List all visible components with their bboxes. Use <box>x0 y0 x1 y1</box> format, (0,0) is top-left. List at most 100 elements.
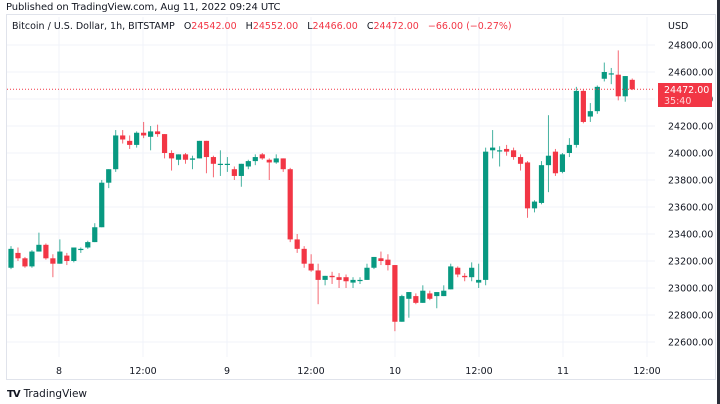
candle-up[interactable] <box>531 201 538 209</box>
candle-up[interactable] <box>476 279 482 283</box>
candle-down[interactable] <box>154 131 161 135</box>
candle-up[interactable] <box>399 296 405 322</box>
candle-down[interactable] <box>120 135 126 140</box>
candle-up[interactable] <box>559 154 566 172</box>
candle-up[interactable] <box>8 248 14 268</box>
candle-up[interactable] <box>573 90 579 145</box>
bar-countdown: 35:40 <box>664 96 692 108</box>
candle-up[interactable] <box>148 131 154 137</box>
candle-down[interactable] <box>615 74 621 97</box>
candle-up[interactable] <box>189 158 196 160</box>
candle-down[interactable] <box>343 277 349 282</box>
time-axis-label: 12:00 <box>465 366 492 377</box>
candle-up[interactable] <box>99 182 105 228</box>
candle-down[interactable] <box>517 157 524 164</box>
candle-down[interactable] <box>43 244 49 259</box>
candle-up[interactable] <box>469 267 475 278</box>
candle-up[interactable] <box>78 248 84 251</box>
candle-up[interactable] <box>594 86 600 112</box>
candle-up[interactable] <box>322 275 328 280</box>
candle-down[interactable] <box>552 151 559 174</box>
candle-down[interactable] <box>315 270 321 280</box>
candle-up[interactable] <box>217 163 223 165</box>
candle-down[interactable] <box>287 169 293 240</box>
candle-down[interactable] <box>280 158 286 170</box>
candle-down[interactable] <box>385 259 391 266</box>
candle-up[interactable] <box>608 73 614 75</box>
candle-up[interactable] <box>106 169 112 183</box>
candle-up[interactable] <box>434 292 440 297</box>
candle-up[interactable] <box>57 251 63 264</box>
candle-up[interactable] <box>175 154 182 160</box>
candle-up[interactable] <box>92 227 98 243</box>
candle-up[interactable] <box>196 140 203 159</box>
candle-down[interactable] <box>301 248 307 264</box>
candle-down[interactable] <box>336 277 342 280</box>
candle-down[interactable] <box>503 148 510 152</box>
candle-up[interactable] <box>490 147 496 151</box>
candle-up[interactable] <box>420 290 426 303</box>
candle-up[interactable] <box>252 157 258 162</box>
candle-down[interactable] <box>510 150 517 158</box>
candle-down[interactable] <box>15 252 21 259</box>
candle-up[interactable] <box>357 279 363 282</box>
high-label: H <box>245 21 253 32</box>
candle-down[interactable] <box>210 157 217 164</box>
candle-down[interactable] <box>580 90 586 122</box>
candle-down[interactable] <box>427 293 433 299</box>
candle-down[interactable] <box>462 275 468 278</box>
candle-down[interactable] <box>203 140 210 158</box>
candle-up[interactable] <box>497 150 503 152</box>
candle-down[interactable] <box>231 169 237 176</box>
candle-down[interactable] <box>455 267 461 275</box>
candle-down[interactable] <box>308 263 314 271</box>
candle-up[interactable] <box>85 242 91 248</box>
candle-down[interactable] <box>524 162 531 209</box>
candle-down[interactable] <box>392 265 398 322</box>
candle-up[interactable] <box>448 266 454 290</box>
candle-up[interactable] <box>273 158 279 163</box>
last-price-tag: 24472.00 35:40 <box>658 83 712 108</box>
candle-up[interactable] <box>406 292 412 299</box>
candle-up[interactable] <box>71 247 77 262</box>
candle-down[interactable] <box>22 258 28 267</box>
candle-up[interactable] <box>601 72 607 79</box>
candle-down[interactable] <box>127 140 133 145</box>
candle-down[interactable] <box>413 296 419 303</box>
candle-up[interactable] <box>483 151 489 280</box>
time-axis-label: 11 <box>557 366 569 377</box>
candle-up[interactable] <box>538 165 545 203</box>
candle-up[interactable] <box>566 144 572 153</box>
candle-down[interactable] <box>378 258 384 261</box>
candle-up[interactable] <box>350 279 356 283</box>
candle-up[interactable] <box>113 135 119 170</box>
candle-up[interactable] <box>364 267 370 280</box>
candle-up[interactable] <box>587 111 593 117</box>
candle-up[interactable] <box>36 244 42 252</box>
candle-down[interactable] <box>182 154 189 160</box>
candle-up[interactable] <box>134 132 140 145</box>
candle-up[interactable] <box>622 76 628 97</box>
candle-down[interactable] <box>64 255 70 261</box>
time-axis-label: 8 <box>56 366 62 377</box>
high-value: 24552.00 <box>252 21 299 32</box>
candle-down[interactable] <box>50 258 56 264</box>
candle-down[interactable] <box>141 132 147 136</box>
window-edge <box>717 0 720 404</box>
candle-up[interactable] <box>441 290 447 297</box>
tradingview-brand[interactable]: TV TradingView <box>7 388 87 400</box>
candle-up[interactable] <box>371 256 377 268</box>
candle-down[interactable] <box>329 275 335 278</box>
candle-up[interactable] <box>224 163 230 165</box>
candle-down[interactable] <box>259 154 265 159</box>
candle-down[interactable] <box>294 239 300 249</box>
candle-down[interactable] <box>168 153 175 159</box>
candle-up[interactable] <box>245 161 251 167</box>
candle-down[interactable] <box>629 79 635 90</box>
candle-up[interactable] <box>29 251 35 267</box>
candle-down[interactable] <box>161 134 168 153</box>
candle-down[interactable] <box>266 159 272 163</box>
candle-up[interactable] <box>545 155 552 166</box>
candle-up[interactable] <box>238 163 244 176</box>
